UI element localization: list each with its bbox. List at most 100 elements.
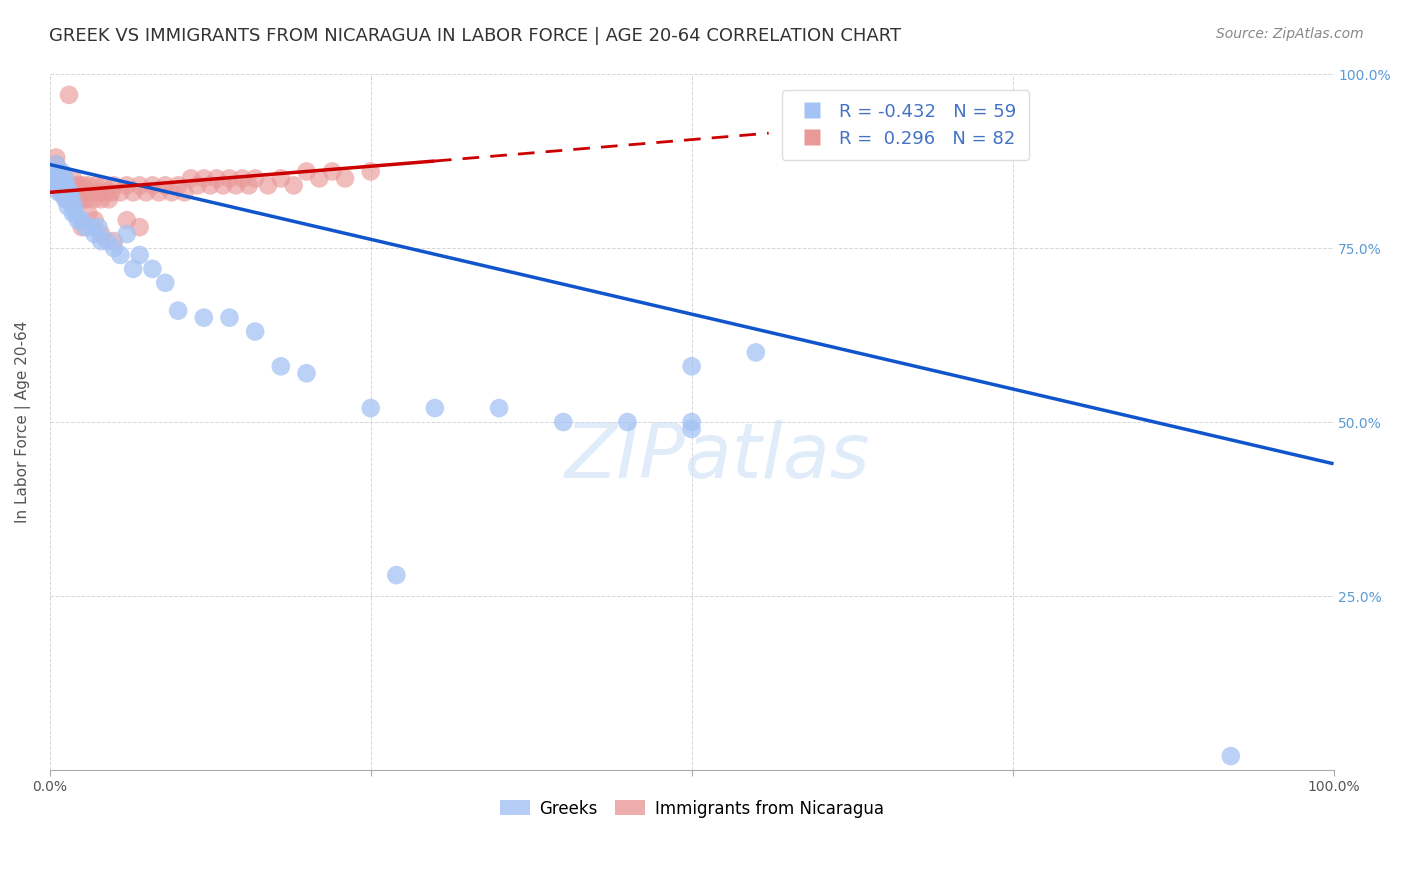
Point xyxy=(321,164,343,178)
Point xyxy=(66,192,89,206)
Point xyxy=(66,213,89,227)
Point xyxy=(48,186,70,200)
Point xyxy=(52,178,75,193)
Point xyxy=(51,164,73,178)
Point xyxy=(212,178,235,193)
Point xyxy=(45,151,67,165)
Point xyxy=(103,241,125,255)
Point xyxy=(97,192,120,206)
Point xyxy=(45,157,67,171)
Point xyxy=(42,164,65,178)
Point xyxy=(115,178,138,193)
Point xyxy=(58,192,80,206)
Point xyxy=(62,171,84,186)
Point xyxy=(103,178,125,193)
Point xyxy=(53,171,76,186)
Point xyxy=(82,192,104,206)
Point xyxy=(333,171,356,186)
Point xyxy=(193,171,215,186)
Point xyxy=(270,171,292,186)
Point xyxy=(49,178,72,193)
Point xyxy=(46,171,69,186)
Point xyxy=(180,171,202,186)
Point xyxy=(49,171,72,186)
Point xyxy=(70,213,93,227)
Point xyxy=(243,171,266,186)
Point xyxy=(87,186,110,200)
Point xyxy=(56,178,79,193)
Point xyxy=(49,178,72,193)
Point xyxy=(141,261,163,276)
Point xyxy=(52,178,75,193)
Point xyxy=(295,164,318,178)
Point xyxy=(44,171,66,186)
Point xyxy=(70,220,93,235)
Point xyxy=(45,178,67,193)
Point xyxy=(745,345,768,359)
Point xyxy=(96,186,118,200)
Point xyxy=(44,178,66,193)
Point xyxy=(200,178,222,193)
Point xyxy=(65,178,87,193)
Point xyxy=(52,178,75,193)
Point xyxy=(65,206,87,220)
Point xyxy=(360,401,382,415)
Point xyxy=(90,227,112,241)
Point xyxy=(46,164,69,178)
Point xyxy=(1219,749,1241,764)
Point xyxy=(58,186,80,200)
Point xyxy=(52,186,75,200)
Point xyxy=(48,178,70,193)
Point xyxy=(283,178,305,193)
Point xyxy=(75,220,97,235)
Point xyxy=(103,234,125,248)
Point xyxy=(218,171,240,186)
Point xyxy=(87,220,110,235)
Point xyxy=(308,171,330,186)
Y-axis label: In Labor Force | Age 20-64: In Labor Force | Age 20-64 xyxy=(15,321,31,524)
Point xyxy=(56,199,79,213)
Point xyxy=(69,186,91,200)
Point xyxy=(616,415,638,429)
Point xyxy=(70,192,93,206)
Point xyxy=(59,186,82,200)
Point xyxy=(167,178,190,193)
Point xyxy=(295,366,318,380)
Point xyxy=(80,186,103,200)
Point xyxy=(84,178,107,193)
Point xyxy=(205,171,228,186)
Text: Source: ZipAtlas.com: Source: ZipAtlas.com xyxy=(1216,27,1364,41)
Point xyxy=(52,186,75,200)
Point xyxy=(110,186,132,200)
Point xyxy=(110,248,132,262)
Point xyxy=(90,234,112,248)
Point xyxy=(52,178,75,193)
Point xyxy=(46,171,69,186)
Point xyxy=(385,568,408,582)
Point xyxy=(225,178,247,193)
Point xyxy=(100,186,122,200)
Point xyxy=(128,220,150,235)
Point xyxy=(48,164,70,178)
Point xyxy=(257,178,280,193)
Point xyxy=(63,199,86,213)
Point xyxy=(93,178,115,193)
Point xyxy=(55,186,77,200)
Point xyxy=(63,192,86,206)
Point xyxy=(83,213,105,227)
Text: ZIPatlas: ZIPatlas xyxy=(565,420,870,494)
Point xyxy=(360,164,382,178)
Point xyxy=(423,401,446,415)
Point xyxy=(122,186,145,200)
Point xyxy=(231,171,253,186)
Point xyxy=(51,186,73,200)
Point xyxy=(681,422,703,436)
Point xyxy=(160,186,183,200)
Point xyxy=(155,276,177,290)
Point xyxy=(96,234,118,248)
Point xyxy=(58,87,80,102)
Point xyxy=(67,178,90,193)
Point xyxy=(167,303,190,318)
Point xyxy=(128,248,150,262)
Point xyxy=(48,178,70,193)
